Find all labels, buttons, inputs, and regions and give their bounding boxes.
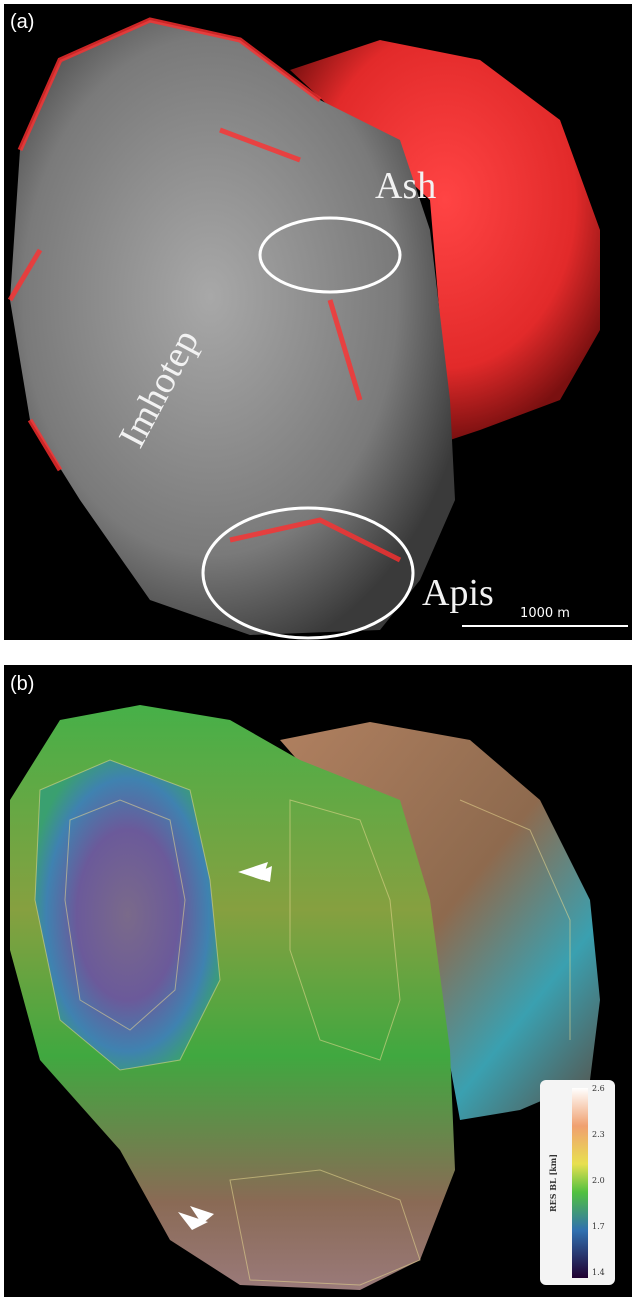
colorbar-tick-label: 2.3 [592,1130,605,1139]
colorbar-tick-label: 1.4 [592,1268,605,1277]
front-lobe [10,20,455,635]
region-label: Ash [375,165,436,207]
contours [34,759,571,1286]
ash-ellipse [258,216,402,294]
panel-a: (a) Ash Imhotep Apis 1000 m [4,4,632,640]
panel-b: (b) RES BL [km] 2.6 2.3 2.0 1.7 1.4 [4,665,632,1297]
colorbar-tick-label: 2.0 [592,1176,605,1185]
arrow [238,862,272,882]
scale-label: 1000 m [520,606,570,621]
panel-label: (a) [10,11,34,33]
apis-ellipse [201,506,415,640]
arrow [178,1206,214,1230]
colorbar-title: RES BL [km] [548,1154,558,1212]
colorbar-tick-label: 1.7 [592,1222,605,1231]
panel-label: (b) [10,673,34,695]
colorbar-tick-label: 2.6 [592,1084,605,1093]
red-highlights [7,17,402,563]
colorbar-ticks: 2.6 2.3 2.0 1.7 1.4 [592,1084,605,1277]
colorbar [572,1088,588,1278]
region-label: Apis [422,572,494,614]
